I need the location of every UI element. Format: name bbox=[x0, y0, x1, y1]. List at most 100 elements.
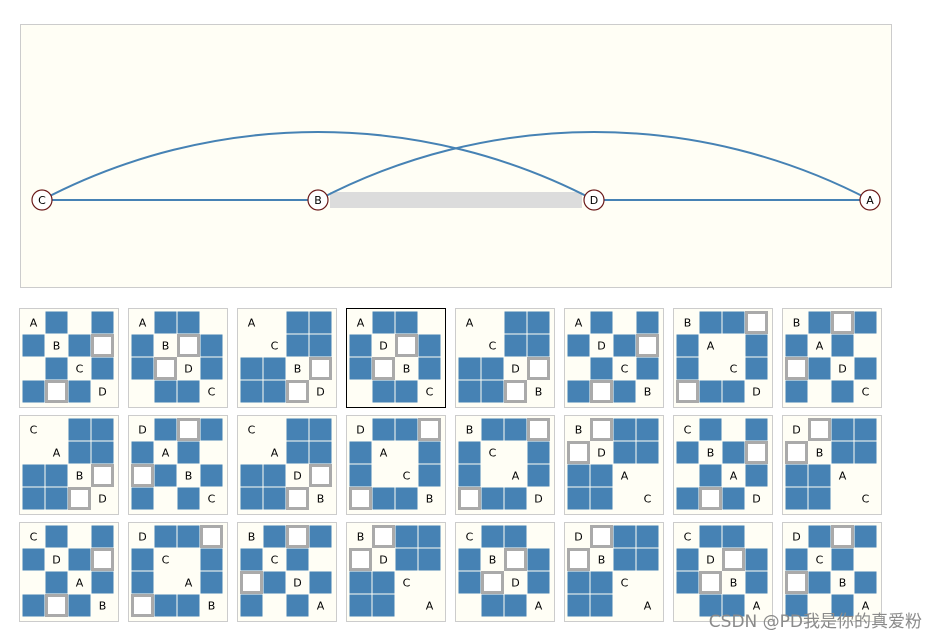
highlighted-cell bbox=[418, 418, 441, 441]
highlighted-cell bbox=[177, 334, 200, 357]
matrix-label: C bbox=[271, 340, 279, 353]
highlighted-cell bbox=[527, 357, 550, 380]
matrix-cell bbox=[286, 441, 309, 464]
matrix-label: B bbox=[644, 386, 652, 399]
matrix-cell bbox=[263, 525, 286, 548]
matrix-cell bbox=[286, 334, 309, 357]
matrix-cell bbox=[45, 464, 68, 487]
matrix-label: C bbox=[862, 386, 870, 399]
matrix: A C D B bbox=[455, 308, 555, 408]
matrix-label: C bbox=[426, 386, 434, 399]
node-label: B bbox=[314, 194, 322, 207]
highlighted-cell bbox=[200, 525, 223, 548]
matrix-cell bbox=[745, 548, 768, 571]
node-label: D bbox=[590, 194, 598, 207]
highlighted-cell bbox=[45, 594, 68, 617]
matrix-label: A bbox=[730, 470, 738, 483]
matrix-cell bbox=[481, 487, 504, 510]
matrix-cell bbox=[177, 525, 200, 548]
matrix-label: B bbox=[248, 531, 256, 544]
matrix-cell bbox=[831, 334, 854, 357]
matrix-cell bbox=[676, 548, 699, 571]
matrix-cell bbox=[309, 441, 332, 464]
matrix-cell bbox=[458, 441, 481, 464]
matrix-cell bbox=[808, 525, 831, 548]
matrix-cell bbox=[309, 525, 332, 548]
highlighted-cell bbox=[91, 464, 114, 487]
matrix-label: C bbox=[403, 470, 411, 483]
highlighted-cell bbox=[699, 487, 722, 510]
matrix-cell bbox=[808, 311, 831, 334]
matrix-cell bbox=[676, 571, 699, 594]
node bbox=[307, 189, 329, 211]
highlighted-cell bbox=[785, 571, 808, 594]
highlighted-cell bbox=[590, 418, 613, 441]
highlighted-cell bbox=[91, 334, 114, 357]
highlighted-cell bbox=[154, 357, 177, 380]
matrix-cell bbox=[418, 441, 441, 464]
matrix-cell bbox=[418, 525, 441, 548]
matrix-cell bbox=[636, 311, 659, 334]
matrix-label: B bbox=[99, 600, 107, 613]
matrix-label: A bbox=[466, 317, 474, 330]
matrix-label: D bbox=[52, 554, 60, 567]
matrix-label: A bbox=[317, 600, 325, 613]
matrix-cell bbox=[590, 571, 613, 594]
matrix-label: D bbox=[838, 363, 846, 376]
matrix-cell bbox=[722, 311, 745, 334]
highlighted-cell bbox=[831, 311, 854, 334]
matrix-cell bbox=[263, 464, 286, 487]
matrix-cell bbox=[854, 571, 877, 594]
matrix-cell bbox=[200, 464, 223, 487]
matrix-cell bbox=[22, 464, 45, 487]
matrix-label: D bbox=[138, 531, 146, 544]
matrix-label: C bbox=[76, 363, 84, 376]
matrix-cell bbox=[349, 334, 372, 357]
highlighted-cell bbox=[636, 334, 659, 357]
matrix-label: A bbox=[271, 447, 279, 460]
matrix-cell bbox=[240, 464, 263, 487]
matrix-cell bbox=[45, 357, 68, 380]
matrix-label: A bbox=[357, 317, 365, 330]
matrix-cell bbox=[613, 418, 636, 441]
matrix-cell bbox=[808, 464, 831, 487]
matrix-label: B bbox=[76, 470, 84, 483]
matrix-cell bbox=[309, 418, 332, 441]
matrix-label: C bbox=[162, 554, 170, 567]
matrix: A D B C bbox=[346, 308, 446, 408]
matrix-label: A bbox=[426, 600, 434, 613]
highlighted-cell bbox=[372, 357, 395, 380]
matrix-cell bbox=[131, 357, 154, 380]
matrix-label: B bbox=[466, 424, 474, 437]
matrix-label: B bbox=[208, 600, 216, 613]
matrix-label: C bbox=[621, 577, 629, 590]
matrix-label: A bbox=[30, 317, 38, 330]
matrix-cell bbox=[309, 571, 332, 594]
matrix-cell bbox=[785, 334, 808, 357]
matrix-label: A bbox=[839, 470, 847, 483]
matrix-label: C bbox=[208, 493, 216, 506]
matrix-cell bbox=[91, 525, 114, 548]
matrix-cell bbox=[831, 441, 854, 464]
matrix-cell bbox=[45, 571, 68, 594]
matrix-cell bbox=[154, 594, 177, 617]
matrix-cell bbox=[309, 334, 332, 357]
matrix-cell bbox=[372, 418, 395, 441]
matrix-cell bbox=[131, 487, 154, 510]
matrix-cell bbox=[177, 380, 200, 403]
matrix-cell bbox=[286, 418, 309, 441]
matrix-cell bbox=[349, 464, 372, 487]
matrix-label: A bbox=[816, 340, 824, 353]
highlighted-cell bbox=[286, 525, 309, 548]
highlighted-cell bbox=[699, 571, 722, 594]
matrix-cell bbox=[349, 441, 372, 464]
matrix-cell bbox=[68, 441, 91, 464]
matrix-cell bbox=[613, 380, 636, 403]
matrix-cell bbox=[676, 357, 699, 380]
matrix-label: C bbox=[684, 424, 692, 437]
matrix-cell bbox=[481, 418, 504, 441]
matrix-label: A bbox=[644, 600, 652, 613]
matrix-cell bbox=[527, 441, 550, 464]
highlighted-cell bbox=[395, 334, 418, 357]
